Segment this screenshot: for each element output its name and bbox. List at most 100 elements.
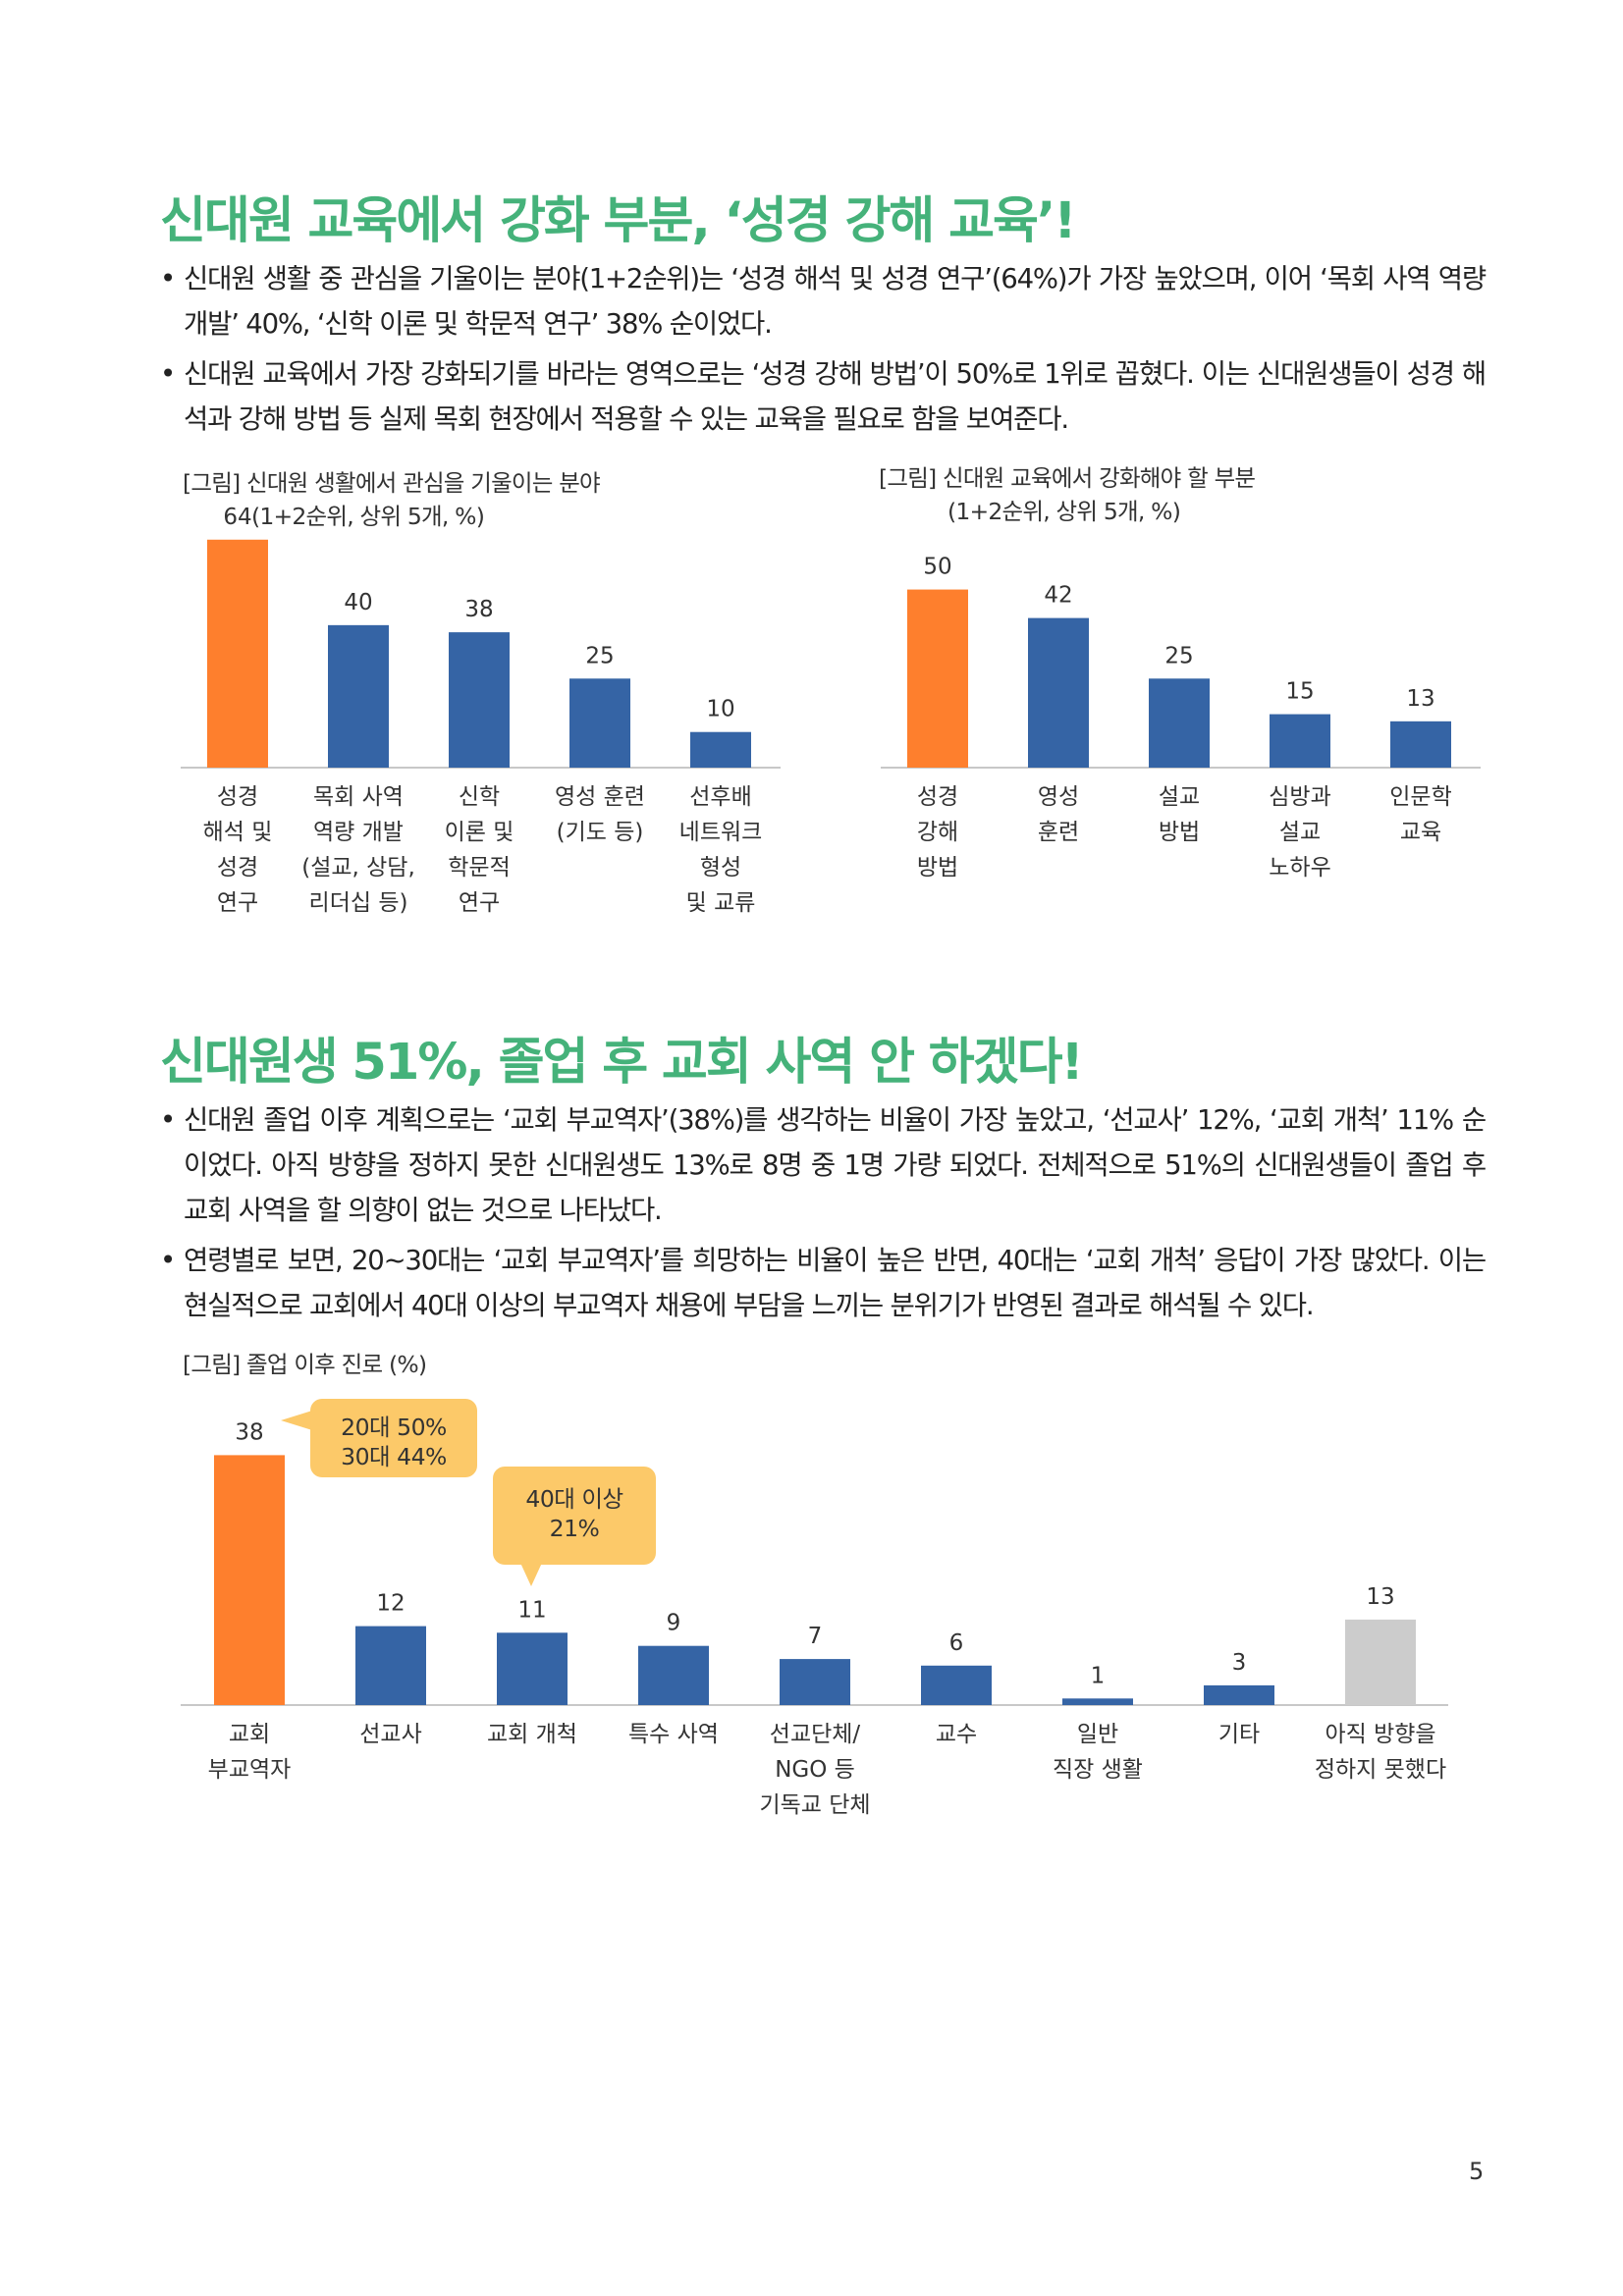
bar — [1390, 721, 1451, 768]
bar — [355, 1626, 426, 1705]
category-label: 교육 — [1400, 820, 1441, 845]
bar — [569, 678, 630, 768]
bullet-item: 신대원 교육에서 가장 강화되기를 바라는 영역으로는 ‘성경 강해 방법’이 … — [160, 351, 1487, 442]
data-label: 25 — [1164, 643, 1193, 668]
bar — [1345, 1619, 1416, 1705]
category-label: 설교 — [1159, 784, 1200, 810]
category-label: 해석 및 — [203, 820, 273, 845]
category-label: 연구 — [459, 890, 500, 916]
category-label: 네트워크 — [679, 820, 763, 845]
bar — [1204, 1684, 1274, 1705]
category-label: 학문적 — [448, 855, 510, 881]
data-label: 38 — [235, 1419, 263, 1445]
callout-line: 20대 50% — [341, 1414, 447, 1441]
data-label: 7 — [808, 1624, 823, 1649]
bar — [907, 589, 968, 768]
category-label: 방법 — [917, 855, 958, 881]
bar — [780, 1659, 850, 1705]
data-label: 50 — [923, 555, 951, 580]
category-label: 형성 — [700, 855, 741, 881]
category-label: 목회 사역 — [313, 784, 404, 810]
bullet-item: 신대원 생활 중 관심을 기울이는 분야(1+2순위)는 ‘성경 해석 및 성경… — [160, 256, 1487, 347]
category-label: 선교사 — [359, 1722, 421, 1747]
chart-title: [그림] 신대원 교육에서 강화해야 할 부분 — [879, 464, 1256, 492]
section-heading: 신대원생 51%, 졸업 후 교회 사역 안 하겠다! — [160, 1034, 1084, 1092]
category-label: 방법 — [1159, 820, 1200, 845]
category-label: 신학 — [459, 784, 500, 810]
data-label: 13 — [1406, 686, 1434, 712]
category-label: 직장 생활 — [1053, 1757, 1143, 1783]
callout-line: 30대 44% — [341, 1443, 447, 1470]
bullet-item: 연령별로 보면, 20~30대는 ‘교회 부교역자’를 희망하는 비율이 높은 … — [160, 1238, 1487, 1328]
category-label: 정하지 못했다 — [1315, 1757, 1446, 1783]
category-label: 아직 방향을 — [1325, 1722, 1435, 1747]
callout-line: 40대 이상 — [525, 1485, 623, 1513]
bar — [690, 731, 751, 768]
bar — [497, 1632, 568, 1705]
section-heading: 신대원 교육에서 강화 부분, ‘성경 강해 교육’! — [160, 192, 1077, 250]
bar — [207, 539, 268, 768]
category-label: 및 교류 — [686, 890, 756, 916]
category-label: 선후배 — [689, 784, 751, 810]
category-label: 성경 — [217, 784, 258, 810]
category-label: 일반 — [1077, 1722, 1118, 1747]
chart-subtitle: (1+2순위, 상위 5개, %) — [251, 503, 485, 530]
bullet-list: 신대원 졸업 이후 계획으로는 ‘교회 부교역자’(38%)를 생각하는 비율이… — [160, 1097, 1487, 1333]
category-label: 영성 — [1038, 784, 1079, 810]
bar — [1149, 678, 1210, 768]
category-label: 리더십 등) — [309, 890, 408, 916]
category-label: 특수 사역 — [628, 1722, 719, 1747]
chart-caption: [그림] 신대원 교육에서 강화해야 할 부분 (1+2순위, 상위 5개, %… — [879, 461, 1256, 528]
category-label: 역량 개발 — [313, 820, 404, 845]
data-label: 1 — [1091, 1663, 1106, 1688]
category-label: 선교단체/ — [770, 1722, 861, 1747]
data-label: 13 — [1366, 1584, 1394, 1610]
data-label: 42 — [1044, 583, 1072, 609]
callout-line: 21% — [549, 1515, 600, 1542]
data-label: 64 — [223, 505, 251, 530]
bar — [328, 624, 389, 768]
category-label: 성경 — [217, 855, 258, 881]
data-label: 38 — [464, 597, 493, 622]
category-label: 성경 — [917, 784, 958, 810]
data-label: 25 — [585, 643, 614, 668]
data-label: 10 — [706, 697, 734, 722]
category-label: 노하우 — [1269, 855, 1330, 881]
data-label: 9 — [667, 1611, 681, 1636]
page-number: 5 — [1469, 2158, 1485, 2185]
category-label: 기타 — [1218, 1722, 1260, 1747]
category-label: 교회 개척 — [487, 1722, 577, 1747]
category-label: NGO 등 — [775, 1757, 855, 1783]
callout-age-20-30: 20대 50% 30대 44% — [281, 1399, 477, 1477]
chart-caption: [그림] 졸업 이후 진로 (%) — [183, 1348, 427, 1381]
chart-subtitle: (1+2순위, 상위 5개, %) — [947, 498, 1181, 525]
category-label: (설교, 상담, — [301, 855, 415, 881]
category-label: 심방과 — [1269, 784, 1330, 810]
bar — [1270, 714, 1330, 768]
data-label: 40 — [344, 590, 372, 615]
category-label: 이론 및 — [445, 820, 514, 845]
bar — [921, 1665, 992, 1705]
category-label: 강해 — [917, 820, 958, 845]
data-label: 3 — [1232, 1650, 1247, 1676]
category-label: 교회 — [229, 1722, 270, 1747]
category-label: 훈련 — [1038, 820, 1079, 845]
bar — [638, 1645, 709, 1705]
chart-title: [그림] 졸업 이후 진로 (%) — [183, 1351, 427, 1378]
bullet-list: 신대원 생활 중 관심을 기울이는 분야(1+2순위)는 ‘성경 해석 및 성경… — [160, 256, 1487, 447]
bullet-item: 신대원 졸업 이후 계획으로는 ‘교회 부교역자’(38%)를 생각하는 비율이… — [160, 1097, 1487, 1233]
bar — [449, 632, 510, 768]
chart-title: [그림] 신대원 생활에서 관심을 기울이는 분야 — [183, 469, 601, 497]
data-label: 6 — [949, 1630, 964, 1656]
bar — [1062, 1698, 1133, 1705]
category-label: 교수 — [936, 1722, 977, 1747]
chart-caption: [그림] 신대원 생활에서 관심을 기울이는 분야 (1+2순위, 상위 5개,… — [183, 466, 601, 533]
category-label: 설교 — [1279, 820, 1321, 845]
category-label: 기독교 단체 — [759, 1792, 870, 1818]
category-label: 부교역자 — [208, 1757, 292, 1783]
bar — [214, 1455, 285, 1705]
category-label: 인문학 — [1389, 784, 1451, 810]
